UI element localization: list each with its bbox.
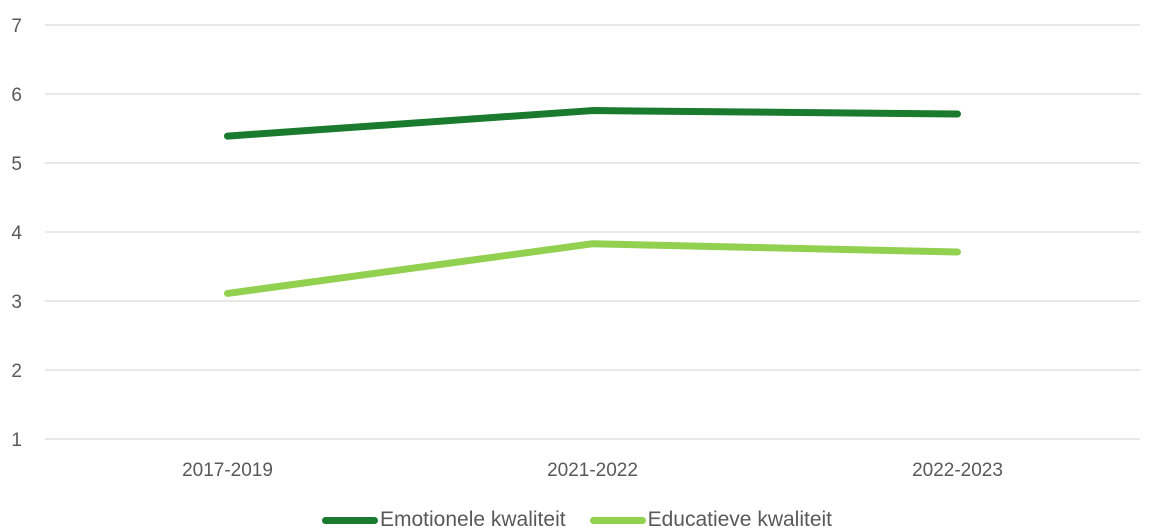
legend-item-educatieve: Educatieve kwaliteit <box>589 508 833 532</box>
legend-item-emotionele: Emotionele kwaliteit <box>321 508 566 532</box>
y-tick-label: 2 <box>11 361 22 382</box>
legend-label-emotionele: Emotionele kwaliteit <box>379 508 566 531</box>
legend-swatch-emotionele <box>321 516 378 524</box>
series-line-1 <box>224 240 961 297</box>
series-lines <box>224 107 961 297</box>
legend-swatch-educatieve <box>589 516 646 524</box>
x-tick-label: 2021-2022 <box>547 460 638 481</box>
legend: Emotionele kwaliteit Educatieve kwalitei… <box>0 508 1154 532</box>
y-tick-label: 3 <box>11 292 22 313</box>
x-tick-label: 2022-2023 <box>912 460 1003 481</box>
y-tick-label: 5 <box>11 154 22 175</box>
legend-label-educatieve: Educatieve kwaliteit <box>647 508 833 531</box>
y-axis-ticks: 1 2 3 4 5 6 7 <box>11 16 22 451</box>
gridlines <box>45 24 1140 440</box>
series-line-0 <box>224 107 961 140</box>
x-tick-label: 2017-2019 <box>182 460 273 481</box>
y-tick-label: 4 <box>11 223 22 244</box>
x-axis-ticks: 2017-2019 2021-2022 2022-2023 <box>182 460 1003 481</box>
y-tick-label: 1 <box>11 430 22 451</box>
y-tick-label: 7 <box>11 16 22 37</box>
y-tick-label: 6 <box>11 85 22 106</box>
